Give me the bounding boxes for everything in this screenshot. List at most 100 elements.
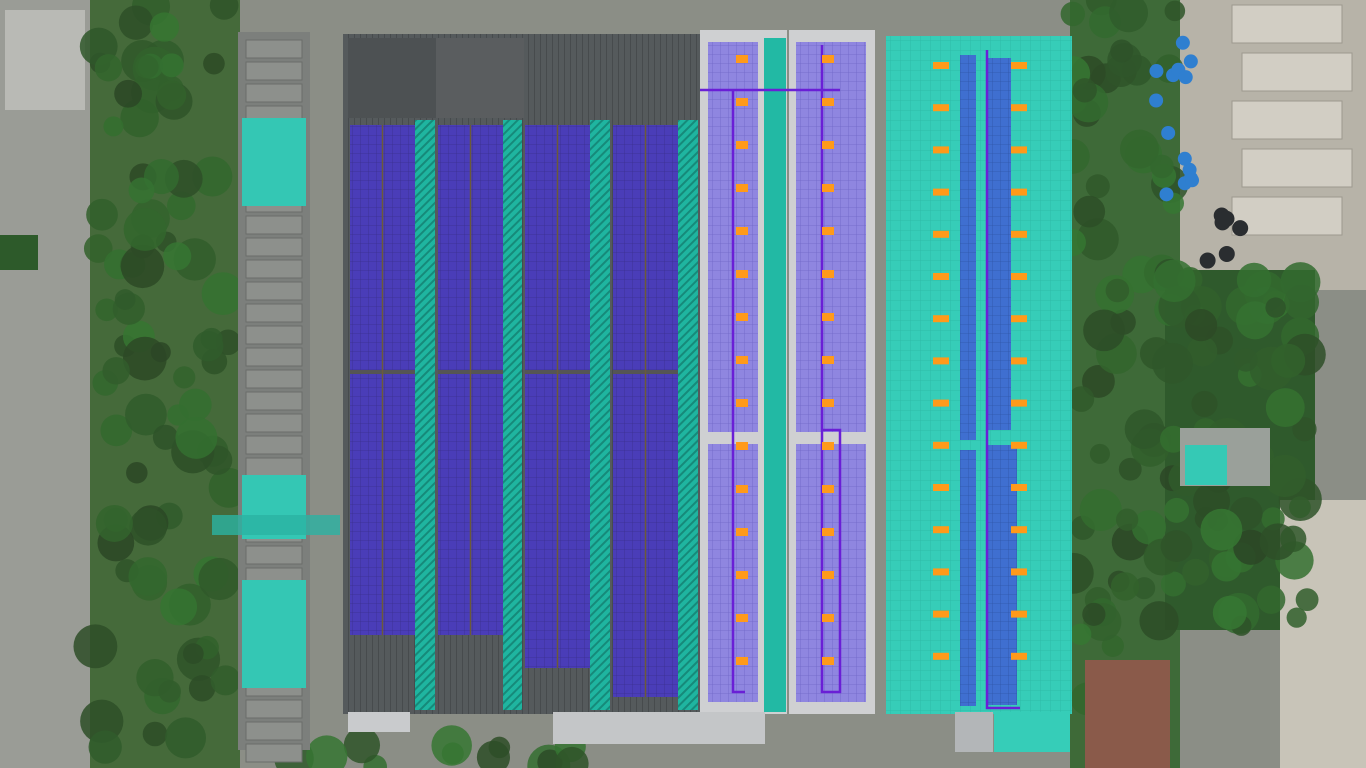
tree-canopy [1110, 39, 1134, 63]
tree-canopy [1118, 457, 1142, 481]
material-stack [1231, 100, 1343, 140]
tree-canopy [1110, 572, 1140, 601]
tree-canopy [1233, 529, 1269, 565]
right-storage-yard [1180, 0, 1366, 290]
small-building-roof [1185, 445, 1227, 485]
tree-canopy [198, 557, 241, 601]
inverter-marker [736, 227, 748, 235]
inverter-marker [1011, 610, 1027, 618]
tree-canopy [200, 327, 223, 350]
tree-canopy [1234, 348, 1258, 372]
blue-pipe-coil [1182, 162, 1197, 177]
main-solar-arrays [350, 120, 698, 710]
blue-pipe-coil [1159, 187, 1174, 202]
tree-canopy [201, 272, 245, 315]
inverter-marker [822, 485, 834, 493]
tree-canopy [73, 624, 118, 669]
tree-canopy [1182, 558, 1210, 586]
tree-canopy [152, 424, 179, 450]
tree-canopy [83, 234, 113, 263]
roof-cell [245, 281, 303, 301]
tree-canopy [1089, 443, 1110, 464]
inverter-marker [933, 62, 949, 69]
inverter-marker [933, 357, 949, 365]
tree-canopy [1150, 154, 1174, 179]
tree-canopy [210, 665, 241, 696]
tree-canopy [114, 289, 136, 310]
tree-canopy [160, 588, 198, 626]
roof-cell [245, 545, 303, 565]
inverter-markers [736, 55, 1027, 665]
roof-cell [245, 457, 303, 477]
tree-canopy [135, 55, 159, 79]
solar-array [987, 58, 1011, 430]
inverter-marker [736, 313, 748, 321]
tree-canopy [1164, 497, 1190, 523]
tree-canopy [1236, 262, 1272, 298]
tree-canopy [128, 177, 155, 204]
tree-canopy [1124, 409, 1165, 449]
tree-canopy [1079, 488, 1122, 531]
tree-canopy [305, 735, 348, 768]
inverter-marker [1011, 357, 1027, 365]
tree-canopy [1073, 195, 1106, 228]
tree-canopy [1295, 588, 1319, 612]
inverter-marker [933, 568, 949, 576]
tree-canopy [142, 721, 168, 747]
tree-canopy [1191, 390, 1218, 418]
teal-roof-strip [503, 120, 522, 710]
tire-stack [1218, 245, 1235, 262]
tree-canopy [1116, 508, 1139, 531]
inverter-marker [933, 399, 949, 407]
tree-canopy [555, 746, 589, 768]
tree-canopy [86, 198, 118, 231]
inverter-marker [736, 141, 748, 149]
inverter-marker [822, 55, 834, 63]
material-stack [1241, 148, 1353, 188]
tree-canopy [163, 242, 192, 271]
inverter-marker [736, 98, 748, 106]
tree-canopy [95, 298, 118, 322]
roof-cell [245, 435, 303, 455]
inverter-marker [736, 55, 748, 63]
tree-canopy [126, 461, 148, 484]
inverter-marker [822, 270, 834, 278]
tree-canopy [1289, 496, 1311, 519]
inverter-marker [822, 356, 834, 364]
blue-pipe-coil [1178, 70, 1193, 85]
tree-canopy [167, 404, 189, 426]
roof-cell [245, 39, 303, 59]
inverter-marker [736, 528, 748, 536]
inverter-marker [822, 141, 834, 149]
tree-canopy [95, 504, 133, 542]
tree-canopy [103, 116, 124, 137]
inverter-marker [933, 315, 949, 323]
tree-canopy [1265, 297, 1286, 318]
tire-stack [1232, 220, 1249, 237]
teal-roof-strip [590, 120, 610, 710]
tree-canopy [1069, 623, 1092, 646]
tree-canopy [1160, 530, 1193, 562]
roof-cell [245, 721, 303, 741]
tree-canopy [1160, 571, 1186, 597]
inverter-marker [822, 98, 834, 106]
inverter-marker [1011, 315, 1027, 323]
tree-canopy [1105, 278, 1130, 303]
teal-roof-strip [415, 120, 435, 710]
inverter-marker [822, 657, 834, 665]
solar-array [960, 55, 976, 440]
inverter-marker [1011, 273, 1027, 280]
tree-canopy [188, 675, 216, 702]
tree-canopy [1280, 525, 1307, 552]
tree-canopy [129, 507, 167, 546]
blue-pipe-coil [1183, 54, 1198, 69]
tree-canopy [1082, 365, 1115, 398]
left-garden [0, 235, 38, 270]
teal-roof-strip [764, 38, 786, 712]
roof-cell [245, 743, 303, 763]
tree-canopy [1200, 508, 1243, 551]
tree-canopy [94, 54, 123, 82]
inverter-marker [736, 270, 748, 278]
tree-canopy [149, 12, 180, 42]
cable-route [985, 50, 1020, 710]
